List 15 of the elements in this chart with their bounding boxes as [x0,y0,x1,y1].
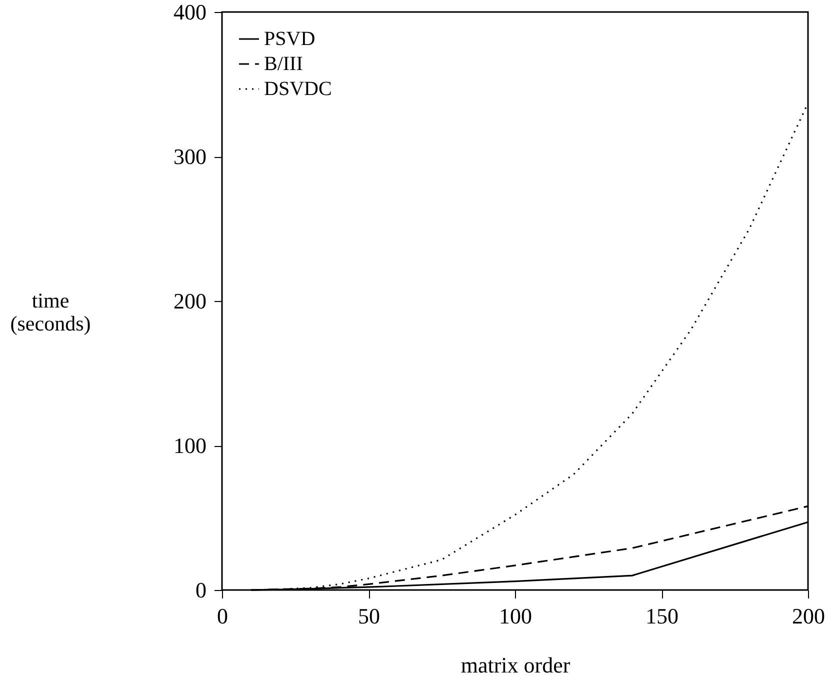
x-tick-label: 200 [792,604,825,628]
legend-label: PSVD [264,28,316,50]
x-tick-label: 150 [646,604,678,628]
y-tick-label: 0 [196,578,206,602]
y-tick-label: 300 [174,144,206,169]
y-axis-title: time (seconds) [10,288,91,336]
y-tick-label: 100 [174,433,206,458]
legend-label: DSVDC [264,78,332,100]
x-tick-label: 100 [499,604,532,628]
y-tick-label: 400 [174,0,206,24]
x-axis-title: matrix order [460,652,571,678]
x-tick-label: 50 [358,604,380,628]
legend-label: B/III [264,53,303,75]
y-tick-label: 200 [174,288,206,314]
x-tick-label: 0 [217,604,228,628]
